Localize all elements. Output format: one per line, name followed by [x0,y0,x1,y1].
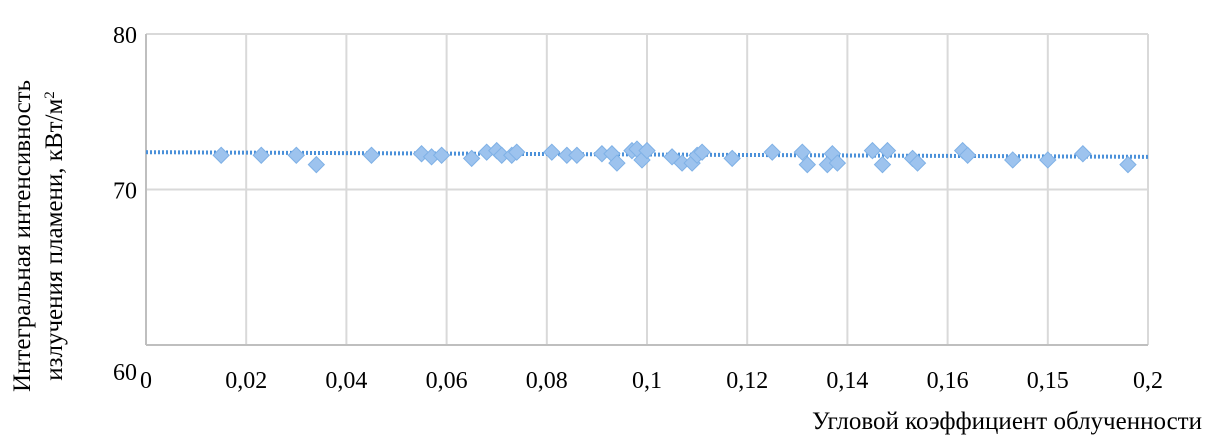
data-point-marker [1039,151,1057,169]
y-axis-label-line2: излучения пламени, кВт/м2 [41,91,68,381]
tick-labels: 0 0,02 0,04 0,06 0,08 0,1 0,12 0,14 0,16 0,15 0,2 6… [113,23,1163,394]
data-point-marker [252,146,270,164]
x-tick-label: 0,04 [325,368,367,394]
data-point-marker [908,154,927,172]
data-point-marker [212,146,230,164]
data-point-marker [873,155,892,174]
data-point-marker [543,143,561,161]
data-point-marker [1004,151,1022,169]
data-point-marker [1074,145,1092,163]
data-point-marker [287,146,306,164]
data-point-marker [1119,155,1137,174]
y-tick-label: 80 [113,23,137,49]
data-point-marker [568,146,586,164]
x-tick-label: 0,08 [526,368,568,394]
x-tick-label: 0,14 [826,368,868,394]
data-point-marker [608,154,626,172]
data-point-marker [362,146,381,164]
x-axis-label: Угловой коэффициент облученности [812,408,1202,435]
x-tick-label: 0,16 [927,368,969,394]
data-point-marker [798,155,817,174]
y-axis-label-line1: Интегральная интенсивность [9,80,36,392]
data-point-marker [723,149,741,168]
grid [145,33,1149,346]
data-point-marker [638,141,656,160]
x-tick-label: 0,12 [726,368,768,394]
data-point-marker [763,143,781,161]
data-point-marker [462,149,481,168]
y-tick-label: 70 [113,179,137,205]
data-point-marker [958,146,977,164]
data-markers [212,140,1137,174]
x-tick-label: 0,1 [632,368,662,394]
y-tick-label: 60 [113,360,137,386]
data-point-marker [307,155,326,174]
x-tick-label: 0 [140,368,152,394]
x-tick-label: 0,2 [1133,368,1163,394]
y-axis-label-superscript: 2 [42,91,58,99]
x-tick-label: 0,15 [1027,368,1069,394]
data-point-marker [863,141,882,160]
y-axis-label-line2-text: излучения пламени, кВт/м [41,99,68,381]
x-tick-label: 0,06 [426,368,468,394]
data-point-marker [508,143,526,161]
x-tick-label: 0,02 [225,368,267,394]
data-point-marker [693,143,711,161]
data-point-marker [432,146,451,164]
data-point-marker [878,141,897,160]
data-point-marker [793,143,812,161]
data-point-marker [828,154,847,172]
